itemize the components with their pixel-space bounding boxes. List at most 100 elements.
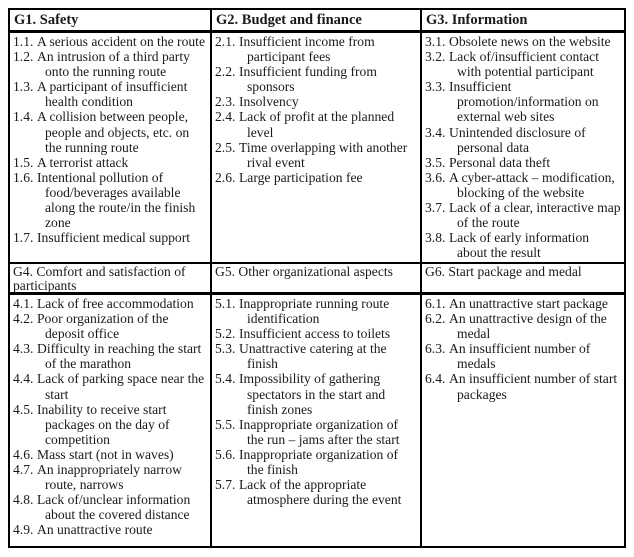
risk-item: 2.2. Insufficient funding from sponsors — [215, 64, 418, 94]
risk-item: 4.8. Lack of/unclear information about th… — [13, 492, 208, 522]
risk-item-number: 2.1. — [215, 34, 236, 49]
risk-item-text: A serious accident on the route — [37, 34, 205, 49]
group-items-g4: 4.1. Lack of free accommodation 4.2. Poor o… — [10, 295, 210, 546]
risk-item-number: 1.7. — [13, 230, 34, 246]
risk-item: 3.6. A cyber-attack – modification, block… — [425, 170, 622, 200]
group-header-g6: G6. Start package and medal — [420, 262, 624, 295]
risk-item: 4.9. An unattractive route — [13, 522, 208, 537]
risk-item-text: An insufficient number of medals — [449, 341, 591, 372]
risk-item-text: An insufficient number of start packages — [449, 371, 618, 402]
risk-item-text: Lack of/insufficient contact with potent… — [449, 49, 599, 80]
risk-item: 3.4. Unintended disclosure of personal da… — [425, 125, 622, 155]
risk-item: 2.5. Time overlapping with another rival … — [215, 140, 418, 170]
risk-item-number: 3.7. — [425, 200, 446, 216]
group-header-g3: G3. Information — [420, 10, 624, 33]
risk-item-text: An unattractive start package — [449, 296, 608, 311]
risk-item-text: Inability to receive start packages on t… — [37, 401, 170, 447]
risk-item-number: 1.4. — [13, 109, 34, 125]
risk-item-text: Unattractive catering at the finish — [239, 341, 387, 372]
risk-item: 6.2. An unattractive design of the medal — [425, 311, 622, 341]
risk-item-number: 2.6. — [215, 169, 236, 185]
risk-item: 5.6. Inappropriate organization of the fi… — [215, 447, 418, 477]
risk-item-number: 4.8. — [13, 492, 34, 508]
risk-item: 5.4. Impossibility of gathering spectator… — [215, 371, 418, 416]
group-header-g2: G2. Budget and finance — [210, 10, 420, 33]
risk-item: 1.7. Insufficient medical support — [13, 230, 208, 245]
group-header-g4: G4. Comfort and satisfaction of particip… — [10, 262, 210, 295]
risk-item: 1.3. A participant of insufficient health… — [13, 79, 208, 109]
risk-item-text: Unintended disclosure of personal data — [449, 124, 586, 155]
risk-item-text: Lack of profit at the planned level — [239, 109, 395, 140]
risk-item-number: 5.7. — [215, 477, 236, 493]
risk-item: 2.6. Large participation fee — [215, 170, 418, 185]
risk-item-number: 5.1. — [215, 296, 236, 311]
risk-item: 1.6. Intentional pollution of food/bevera… — [13, 170, 208, 230]
risk-item: 1.1. A serious accident on the route — [13, 34, 208, 49]
risk-item: 4.3. Difficulty in reaching the start of … — [13, 341, 208, 371]
risk-item: 6.4. An insufficient number of start pack… — [425, 371, 622, 401]
risk-item: 4.2. Poor organization of the deposit off… — [13, 311, 208, 341]
risk-item: 2.4. Lack of profit at the planned level — [215, 109, 418, 139]
risk-item-number: 4.6. — [13, 446, 34, 462]
risk-item-number: 2.5. — [215, 139, 236, 155]
risk-item-text: An intrusion of a third party onto the r… — [37, 49, 190, 80]
risk-item-number: 4.3. — [13, 341, 34, 357]
risk-item: 5.1. Inappropriate running route identifi… — [215, 296, 418, 326]
risk-item: 3.3. Insufficient promotion/information o… — [425, 79, 622, 124]
risk-item-text: Obsolete news on the website — [449, 34, 611, 49]
risk-item-number: 3.4. — [425, 124, 446, 140]
risk-item-text: A terrorist attack — [37, 154, 129, 170]
risk-item-text: A participant of insufficient health con… — [37, 79, 188, 110]
risk-item-number: 6.2. — [425, 311, 446, 327]
risk-item: 3.1. Obsolete news on the website — [425, 34, 622, 49]
risk-item-number: 4.5. — [13, 401, 34, 417]
risk-item-text: Insolvency — [239, 94, 299, 110]
group-items-g5: 5.1. Inappropriate running route identifi… — [210, 295, 420, 546]
risk-item-text: A cyber-attack – modification, blocking … — [449, 169, 615, 200]
risk-item-number: 1.3. — [13, 79, 34, 95]
risk-item-text: Difficulty in reaching the start of the … — [37, 341, 202, 372]
risk-item: 6.3. An insufficient number of medals — [425, 341, 622, 371]
risk-item-text: Insufficient medical support — [37, 230, 191, 246]
risk-item: 4.6. Mass start (not in waves) — [13, 447, 208, 462]
risk-item: 2.3. Insolvency — [215, 94, 418, 109]
risk-item-number: 2.4. — [215, 109, 236, 125]
risk-item-text: Large participation fee — [239, 169, 363, 185]
group-items-g3: 3.1. Obsolete news on the website 3.2. Lack… — [420, 33, 624, 262]
risk-item-text: An inappropriately narrow route, narrows — [37, 462, 182, 493]
risk-item-text: Lack of early information about the resu… — [449, 230, 590, 261]
risk-item-text: Poor organization of the deposit office — [37, 311, 169, 342]
risk-item-text: Lack of free accommodation — [37, 296, 194, 311]
group-items-g6: 6.1. An unattractive start package 6.2. An … — [420, 295, 624, 546]
risk-item-number: 1.5. — [13, 154, 34, 170]
risk-item-number: 3.3. — [425, 79, 446, 95]
risk-item-number: 5.3. — [215, 341, 236, 357]
risk-item-number: 1.2. — [13, 49, 34, 65]
risk-item: 4.7. An inappropriately narrow route, nar… — [13, 462, 208, 492]
risk-item-text: Time overlapping with another rival even… — [239, 139, 408, 170]
risk-item-text: Inappropriate organization of the run – … — [239, 416, 400, 447]
risk-item-number: 5.4. — [215, 371, 236, 387]
risk-item-number: 1.6. — [13, 169, 34, 185]
risk-item: 4.4. Lack of parking space near the start — [13, 371, 208, 401]
group-header-g5: G5. Other organizational aspects — [210, 262, 420, 295]
risk-item-number: 3.5. — [425, 154, 446, 170]
group-items-g1: 1.1. A serious accident on the route 1.2. A… — [10, 33, 210, 262]
risk-item: 3.8. Lack of early information about the … — [425, 230, 622, 260]
risk-item-text: Intentional pollution of food/beverages … — [37, 169, 196, 231]
risk-item-number: 3.1. — [425, 34, 446, 49]
risk-groups-table: G1. Safety 1.1. A serious accident on the … — [8, 8, 626, 548]
risk-item-text: Impossibility of gathering spectators in… — [239, 371, 386, 417]
risk-item: 1.4. A collision between people, people a… — [13, 109, 208, 154]
risk-item: 5.7. Lack of the appropriate atmosphere d… — [215, 477, 418, 507]
risk-item-text: Lack of a clear, interactive map of the … — [449, 200, 621, 231]
risk-item-number: 1.1. — [13, 34, 34, 49]
risk-item: 3.7. Lack of a clear, interactive map of … — [425, 200, 622, 230]
risk-item: 3.2. Lack of/insufficient contact with po… — [425, 49, 622, 79]
risk-item: 6.1. An unattractive start package — [425, 296, 622, 311]
group-header-g1: G1. Safety — [10, 10, 210, 33]
risk-item-text: Lack of the appropriate atmosphere durin… — [239, 477, 402, 508]
risk-item-text: Lack of/unclear information about the co… — [37, 492, 191, 523]
risk-item-text: Inappropriate organization of the finish — [239, 446, 399, 478]
risk-item-number: 5.6. — [215, 446, 236, 462]
